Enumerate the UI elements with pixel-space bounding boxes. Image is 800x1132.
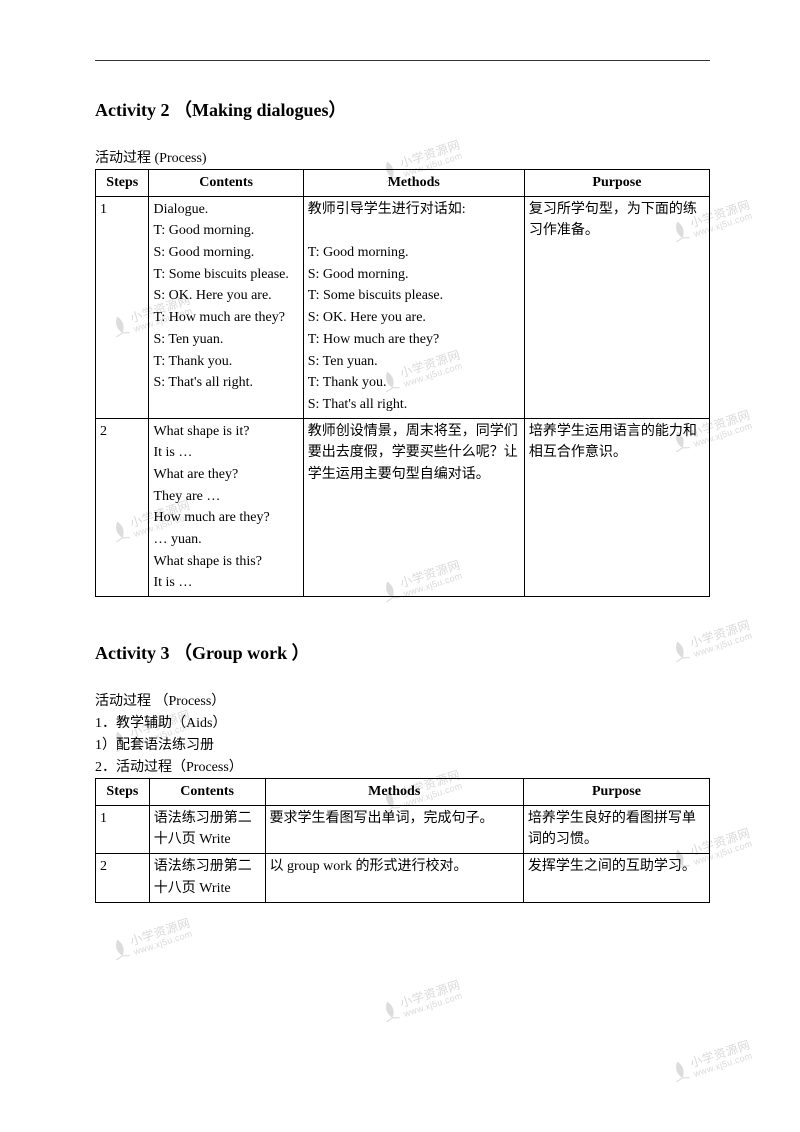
header-contents: Contents — [149, 779, 265, 806]
header-purpose: Purpose — [523, 779, 709, 806]
header-methods: Methods — [265, 779, 523, 806]
table-row: 1 Dialogue. T: Good morning. S: Good mor… — [96, 196, 710, 418]
table-row: 2 What shape is it? It is … What are the… — [96, 418, 710, 597]
cell-contents: What shape is it? It is … What are they?… — [149, 418, 303, 597]
cell-step: 2 — [96, 854, 150, 902]
activity2-heading: Activity 2 （Making dialogues） — [95, 96, 710, 122]
watermark-leaf-icon — [378, 998, 403, 1026]
activity2-process-label: 活动过程 (Process) — [95, 147, 710, 167]
cell-methods: 要求学生看图写出单词，完成句子。 — [265, 805, 523, 853]
cell-methods: 以 group work 的形式进行校对。 — [265, 854, 523, 902]
table-header-row: Steps Contents Methods Purpose — [96, 170, 710, 197]
activity3-heading: Activity 3 （Group work ） — [95, 639, 710, 665]
watermark-text: 小学资源网www.xj5u.com — [399, 979, 465, 1019]
cell-contents: Dialogue. T: Good morning. S: Good morni… — [149, 196, 303, 418]
watermark-leaf-icon — [668, 1058, 693, 1086]
cell-purpose: 发挥学生之间的互助学习。 — [523, 854, 709, 902]
activity3-line-1: 1．教学辅助（Aids） — [95, 712, 710, 732]
cell-methods: 教师引导学生进行对话如: T: Good morning. S: Good mo… — [303, 196, 524, 418]
cell-purpose: 复习所学句型，为下面的练习作准备。 — [524, 196, 709, 418]
cell-contents: 语法练习册第二十八页 Write — [149, 854, 265, 902]
activity3-line-0: 活动过程 （Process） — [95, 690, 710, 710]
cell-step: 2 — [96, 418, 149, 597]
header-steps: Steps — [96, 779, 150, 806]
header-methods: Methods — [303, 170, 524, 197]
activity2-table: Steps Contents Methods Purpose 1 Dialogu… — [95, 169, 710, 597]
cell-contents: 语法练习册第二十八页 Write — [149, 805, 265, 853]
top-rule — [95, 60, 710, 61]
watermark-text: 小学资源网www.xj5u.com — [689, 1039, 755, 1079]
table-header-row: Steps Contents Methods Purpose — [96, 779, 710, 806]
table-row: 2 语法练习册第二十八页 Write 以 group work 的形式进行校对。… — [96, 854, 710, 902]
header-purpose: Purpose — [524, 170, 709, 197]
cell-step: 1 — [96, 196, 149, 418]
activity3-line-3: 2．活动过程（Process） — [95, 756, 710, 776]
watermark: 小学资源网www.xj5u.com — [668, 1038, 755, 1087]
activity3-table: Steps Contents Methods Purpose 1 语法练习册第二… — [95, 778, 710, 902]
table-row: 1 语法练习册第二十八页 Write 要求学生看图写出单词，完成句子。 培养学生… — [96, 805, 710, 853]
cell-purpose: 培养学生良好的看图拼写单词的习惯。 — [523, 805, 709, 853]
watermark: 小学资源网www.xj5u.com — [378, 978, 465, 1027]
section-spacer — [95, 597, 710, 639]
cell-purpose: 培养学生运用语言的能力和相互合作意识。 — [524, 418, 709, 597]
header-contents: Contents — [149, 170, 303, 197]
cell-step: 1 — [96, 805, 150, 853]
page-content: Activity 2 （Making dialogues） 活动过程 (Proc… — [0, 0, 800, 963]
activity3-line-2: 1）配套语法练习册 — [95, 734, 710, 754]
header-steps: Steps — [96, 170, 149, 197]
cell-methods: 教师创设情景，周末将至，同学们要出去度假，学要买些什么呢？让学生运用主要句型自编… — [303, 418, 524, 597]
